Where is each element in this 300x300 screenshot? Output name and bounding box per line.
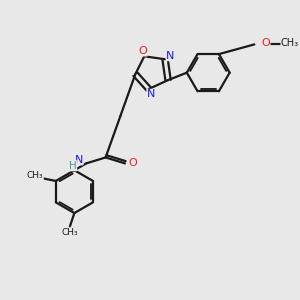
Text: CH₃: CH₃ <box>281 38 299 48</box>
Text: H: H <box>69 161 77 171</box>
Text: N: N <box>75 155 83 165</box>
Text: O: O <box>128 158 137 168</box>
Text: O: O <box>261 38 270 48</box>
Text: O: O <box>138 46 147 56</box>
Text: N: N <box>147 89 155 99</box>
Text: N: N <box>166 51 175 61</box>
Text: CH₃: CH₃ <box>27 171 43 180</box>
Text: CH₃: CH₃ <box>61 228 78 237</box>
